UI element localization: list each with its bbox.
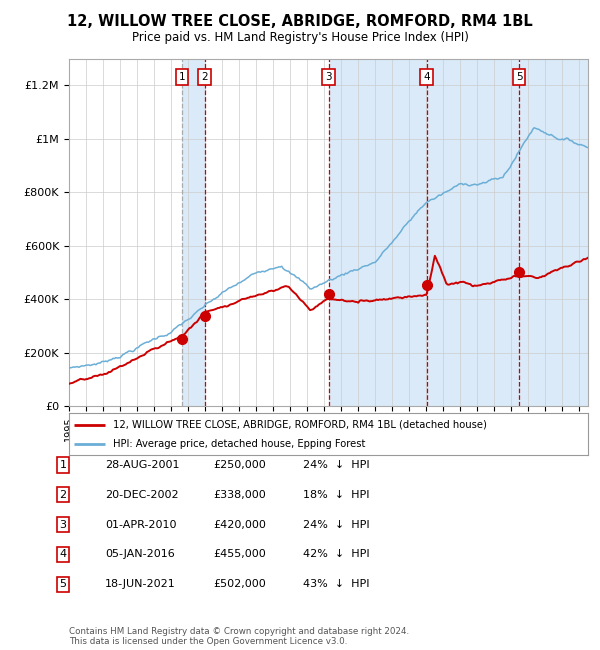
Text: This data is licensed under the Open Government Licence v3.0.: This data is licensed under the Open Gov… [69, 637, 347, 646]
Text: Price paid vs. HM Land Registry's House Price Index (HPI): Price paid vs. HM Land Registry's House … [131, 31, 469, 44]
Text: 18-JUN-2021: 18-JUN-2021 [105, 579, 176, 590]
Text: 2: 2 [59, 489, 67, 500]
Text: 3: 3 [59, 519, 67, 530]
Text: 20-DEC-2002: 20-DEC-2002 [105, 489, 179, 500]
Text: £250,000: £250,000 [213, 460, 266, 470]
Text: 1: 1 [59, 460, 67, 470]
Text: 12, WILLOW TREE CLOSE, ABRIDGE, ROMFORD, RM4 1BL (detached house): 12, WILLOW TREE CLOSE, ABRIDGE, ROMFORD,… [113, 420, 487, 430]
Text: 24%  ↓  HPI: 24% ↓ HPI [303, 460, 370, 470]
Text: £502,000: £502,000 [213, 579, 266, 590]
Bar [519, 58, 588, 406]
Text: 28-AUG-2001: 28-AUG-2001 [105, 460, 179, 470]
Bar [182, 58, 205, 406]
Bar [329, 58, 427, 406]
Text: £455,000: £455,000 [213, 549, 266, 560]
Text: 5: 5 [516, 72, 523, 83]
Text: 1: 1 [179, 72, 185, 83]
Text: 01-APR-2010: 01-APR-2010 [105, 519, 176, 530]
Text: 43%  ↓  HPI: 43% ↓ HPI [303, 579, 370, 590]
Text: Contains HM Land Registry data © Crown copyright and database right 2024.: Contains HM Land Registry data © Crown c… [69, 627, 409, 636]
Text: 4: 4 [423, 72, 430, 83]
Text: 2: 2 [202, 72, 208, 83]
Text: 3: 3 [325, 72, 332, 83]
Text: £338,000: £338,000 [213, 489, 266, 500]
Text: 18%  ↓  HPI: 18% ↓ HPI [303, 489, 370, 500]
Text: 24%  ↓  HPI: 24% ↓ HPI [303, 519, 370, 530]
Text: 42%  ↓  HPI: 42% ↓ HPI [303, 549, 370, 560]
Text: HPI: Average price, detached house, Epping Forest: HPI: Average price, detached house, Eppi… [113, 439, 365, 449]
Text: 4: 4 [59, 549, 67, 560]
Text: 12, WILLOW TREE CLOSE, ABRIDGE, ROMFORD, RM4 1BL: 12, WILLOW TREE CLOSE, ABRIDGE, ROMFORD,… [67, 14, 533, 29]
Bar [427, 58, 519, 406]
Text: 5: 5 [59, 579, 67, 590]
Text: 05-JAN-2016: 05-JAN-2016 [105, 549, 175, 560]
Text: £420,000: £420,000 [213, 519, 266, 530]
